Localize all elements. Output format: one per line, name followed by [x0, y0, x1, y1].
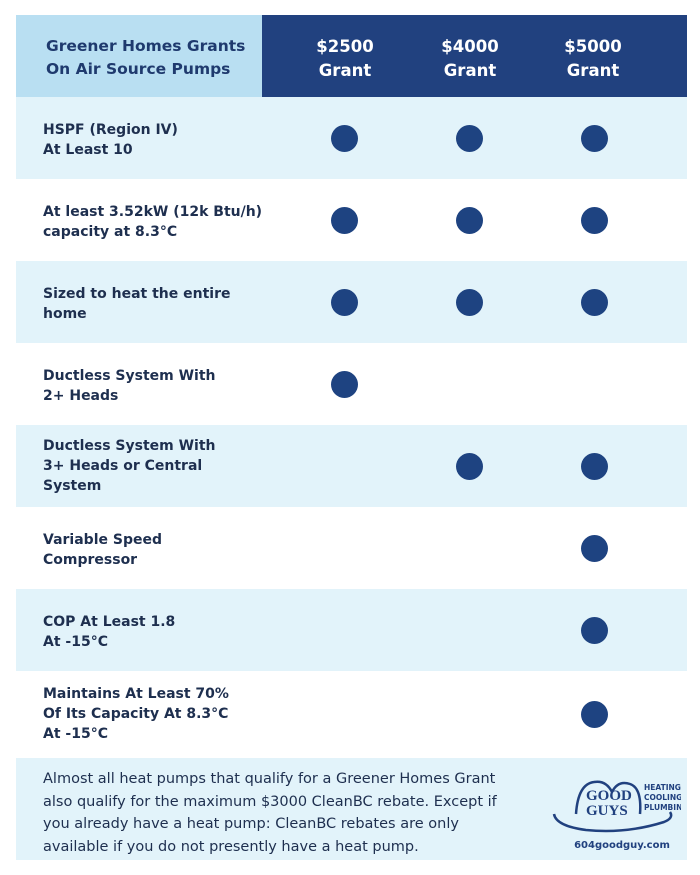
qualifies-dot	[330, 124, 358, 152]
criterion-label: HSPF (Region IV) At Least 10	[43, 122, 178, 158]
logo-tagline-2: COOLING	[644, 793, 681, 802]
qualifies-dot	[580, 616, 608, 644]
criterion-label: COP At Least 1.8 At -15°C	[43, 614, 176, 650]
table-row: Maintains At Least 70% Of Its Capacity A…	[16, 671, 687, 753]
table-header: Greener Homes Grants On Air Source Pumps…	[16, 15, 687, 97]
footer-note: Almost all heat pumps that qualify for a…	[43, 771, 497, 855]
criterion-label: Ductless System With 2+ Heads	[43, 368, 216, 404]
table-row: Sized to heat the entire home	[16, 261, 687, 343]
table-row: Ductless System With 2+ Heads	[16, 343, 687, 425]
footer-note-panel: Almost all heat pumps that qualify for a…	[16, 758, 687, 860]
good-guys-logo: GOOD GUYS HEATING COOLING PLUMBING	[552, 780, 681, 833]
qualifies-dot	[330, 206, 358, 234]
qualifies-dot	[580, 206, 608, 234]
qualifies-dot	[455, 452, 483, 480]
website-url: 604goodguy.com	[574, 840, 670, 851]
table-row: At least 3.52kW (12k Btu/h) capacity at …	[16, 179, 687, 261]
qualifies-dot	[580, 534, 608, 562]
grant-2500-heading: $2500 Grant	[316, 37, 374, 80]
qualifies-dot	[330, 288, 358, 316]
criterion-label: Ductless System With 3+ Heads or Central…	[43, 438, 216, 494]
table-title: Greener Homes Grants On Air Source Pumps	[46, 37, 246, 78]
qualifies-dot	[580, 288, 608, 316]
qualifies-dot	[455, 288, 483, 316]
logo-word-2: GUYS	[586, 803, 628, 819]
logo-tagline-3: PLUMBING	[644, 803, 681, 812]
header-grants-cell: $2500 Grant $4000 Grant $5000 Grant	[262, 15, 687, 97]
criterion-label: Maintains At Least 70% Of Its Capacity A…	[43, 686, 229, 742]
table-row: COP At Least 1.8 At -15°C	[16, 589, 687, 671]
grant-4000-heading: $4000 Grant	[441, 37, 499, 80]
qualifies-dot	[330, 370, 358, 398]
table-row: Ductless System With 3+ Heads or Central…	[16, 425, 687, 507]
table-row: HSPF (Region IV) At Least 10	[16, 97, 687, 179]
table-row: Variable Speed Compressor	[16, 507, 687, 589]
criterion-label: At least 3.52kW (12k Btu/h) capacity at …	[43, 204, 263, 240]
qualifies-dot	[455, 124, 483, 152]
criterion-label: Variable Speed Compressor	[43, 532, 162, 568]
qualifies-dot	[455, 206, 483, 234]
qualifies-dot	[580, 124, 608, 152]
grant-5000-heading: $5000 Grant	[564, 37, 622, 80]
logo-tagline-1: HEATING	[644, 783, 681, 792]
header-title-cell: Greener Homes Grants On Air Source Pumps	[16, 15, 262, 97]
qualifies-dot	[580, 452, 608, 480]
logo-word-1: GOOD	[586, 788, 632, 804]
criterion-label: Sized to heat the entire home	[43, 286, 231, 322]
qualifies-dot	[580, 700, 608, 728]
